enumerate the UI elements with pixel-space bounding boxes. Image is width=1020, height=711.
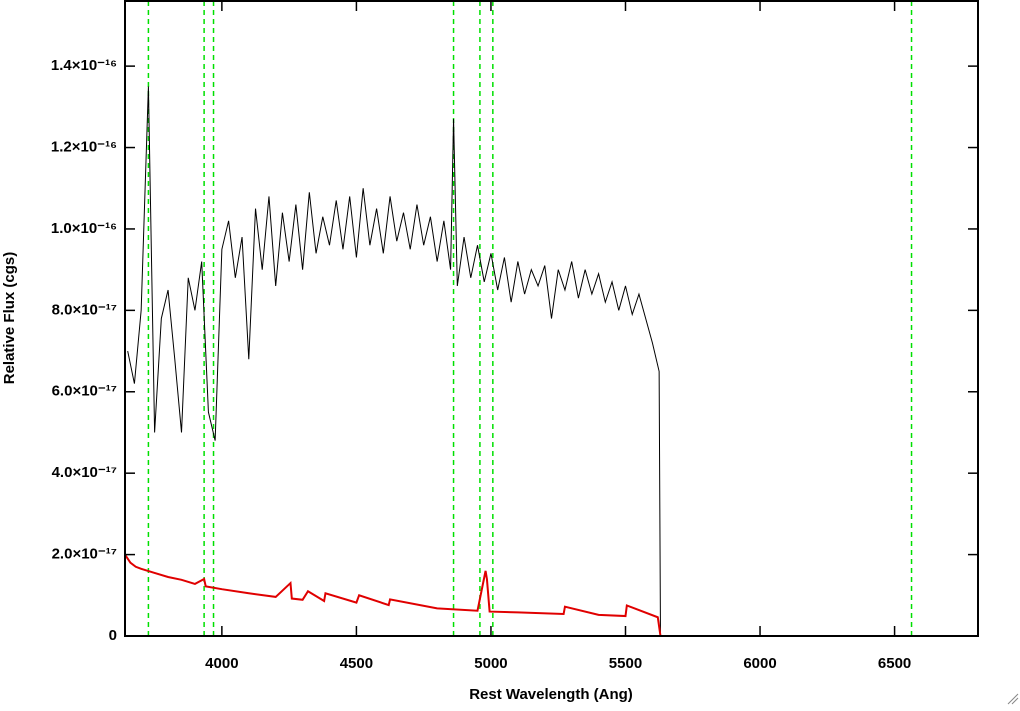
y-tick-label: 1.2×10⁻¹⁶: [51, 139, 117, 156]
y-tick-label: 6.0×10⁻¹⁷: [52, 383, 117, 400]
x-tick-label: 5500: [609, 655, 642, 672]
x-axis-label: Rest Wavelength (Ang): [469, 686, 633, 703]
y-tick-label: 2.0×10⁻¹⁷: [52, 546, 117, 563]
x-tick-label: 4000: [205, 655, 238, 672]
y-axis-label: Relative Flux (cgs): [1, 252, 18, 385]
y-tick-label: 0: [109, 627, 117, 644]
y-tick-label: 1.4×10⁻¹⁶: [51, 57, 117, 74]
y-tick-label: 4.0×10⁻¹⁷: [52, 464, 117, 481]
plot-frame: [124, 0, 979, 637]
y-tick-label: 8.0×10⁻¹⁷: [52, 301, 117, 318]
x-tick-label: 6500: [878, 655, 911, 672]
spectrum-line: [127, 86, 978, 637]
x-tick-label: 6000: [743, 655, 776, 672]
x-tick-label: 5000: [474, 655, 507, 672]
spectrum-line: [124, 554, 978, 637]
y-tick-label: 1.0×10⁻¹⁶: [51, 220, 117, 237]
x-tick-label: 4500: [340, 655, 373, 672]
resize-grip: [1007, 693, 1019, 705]
